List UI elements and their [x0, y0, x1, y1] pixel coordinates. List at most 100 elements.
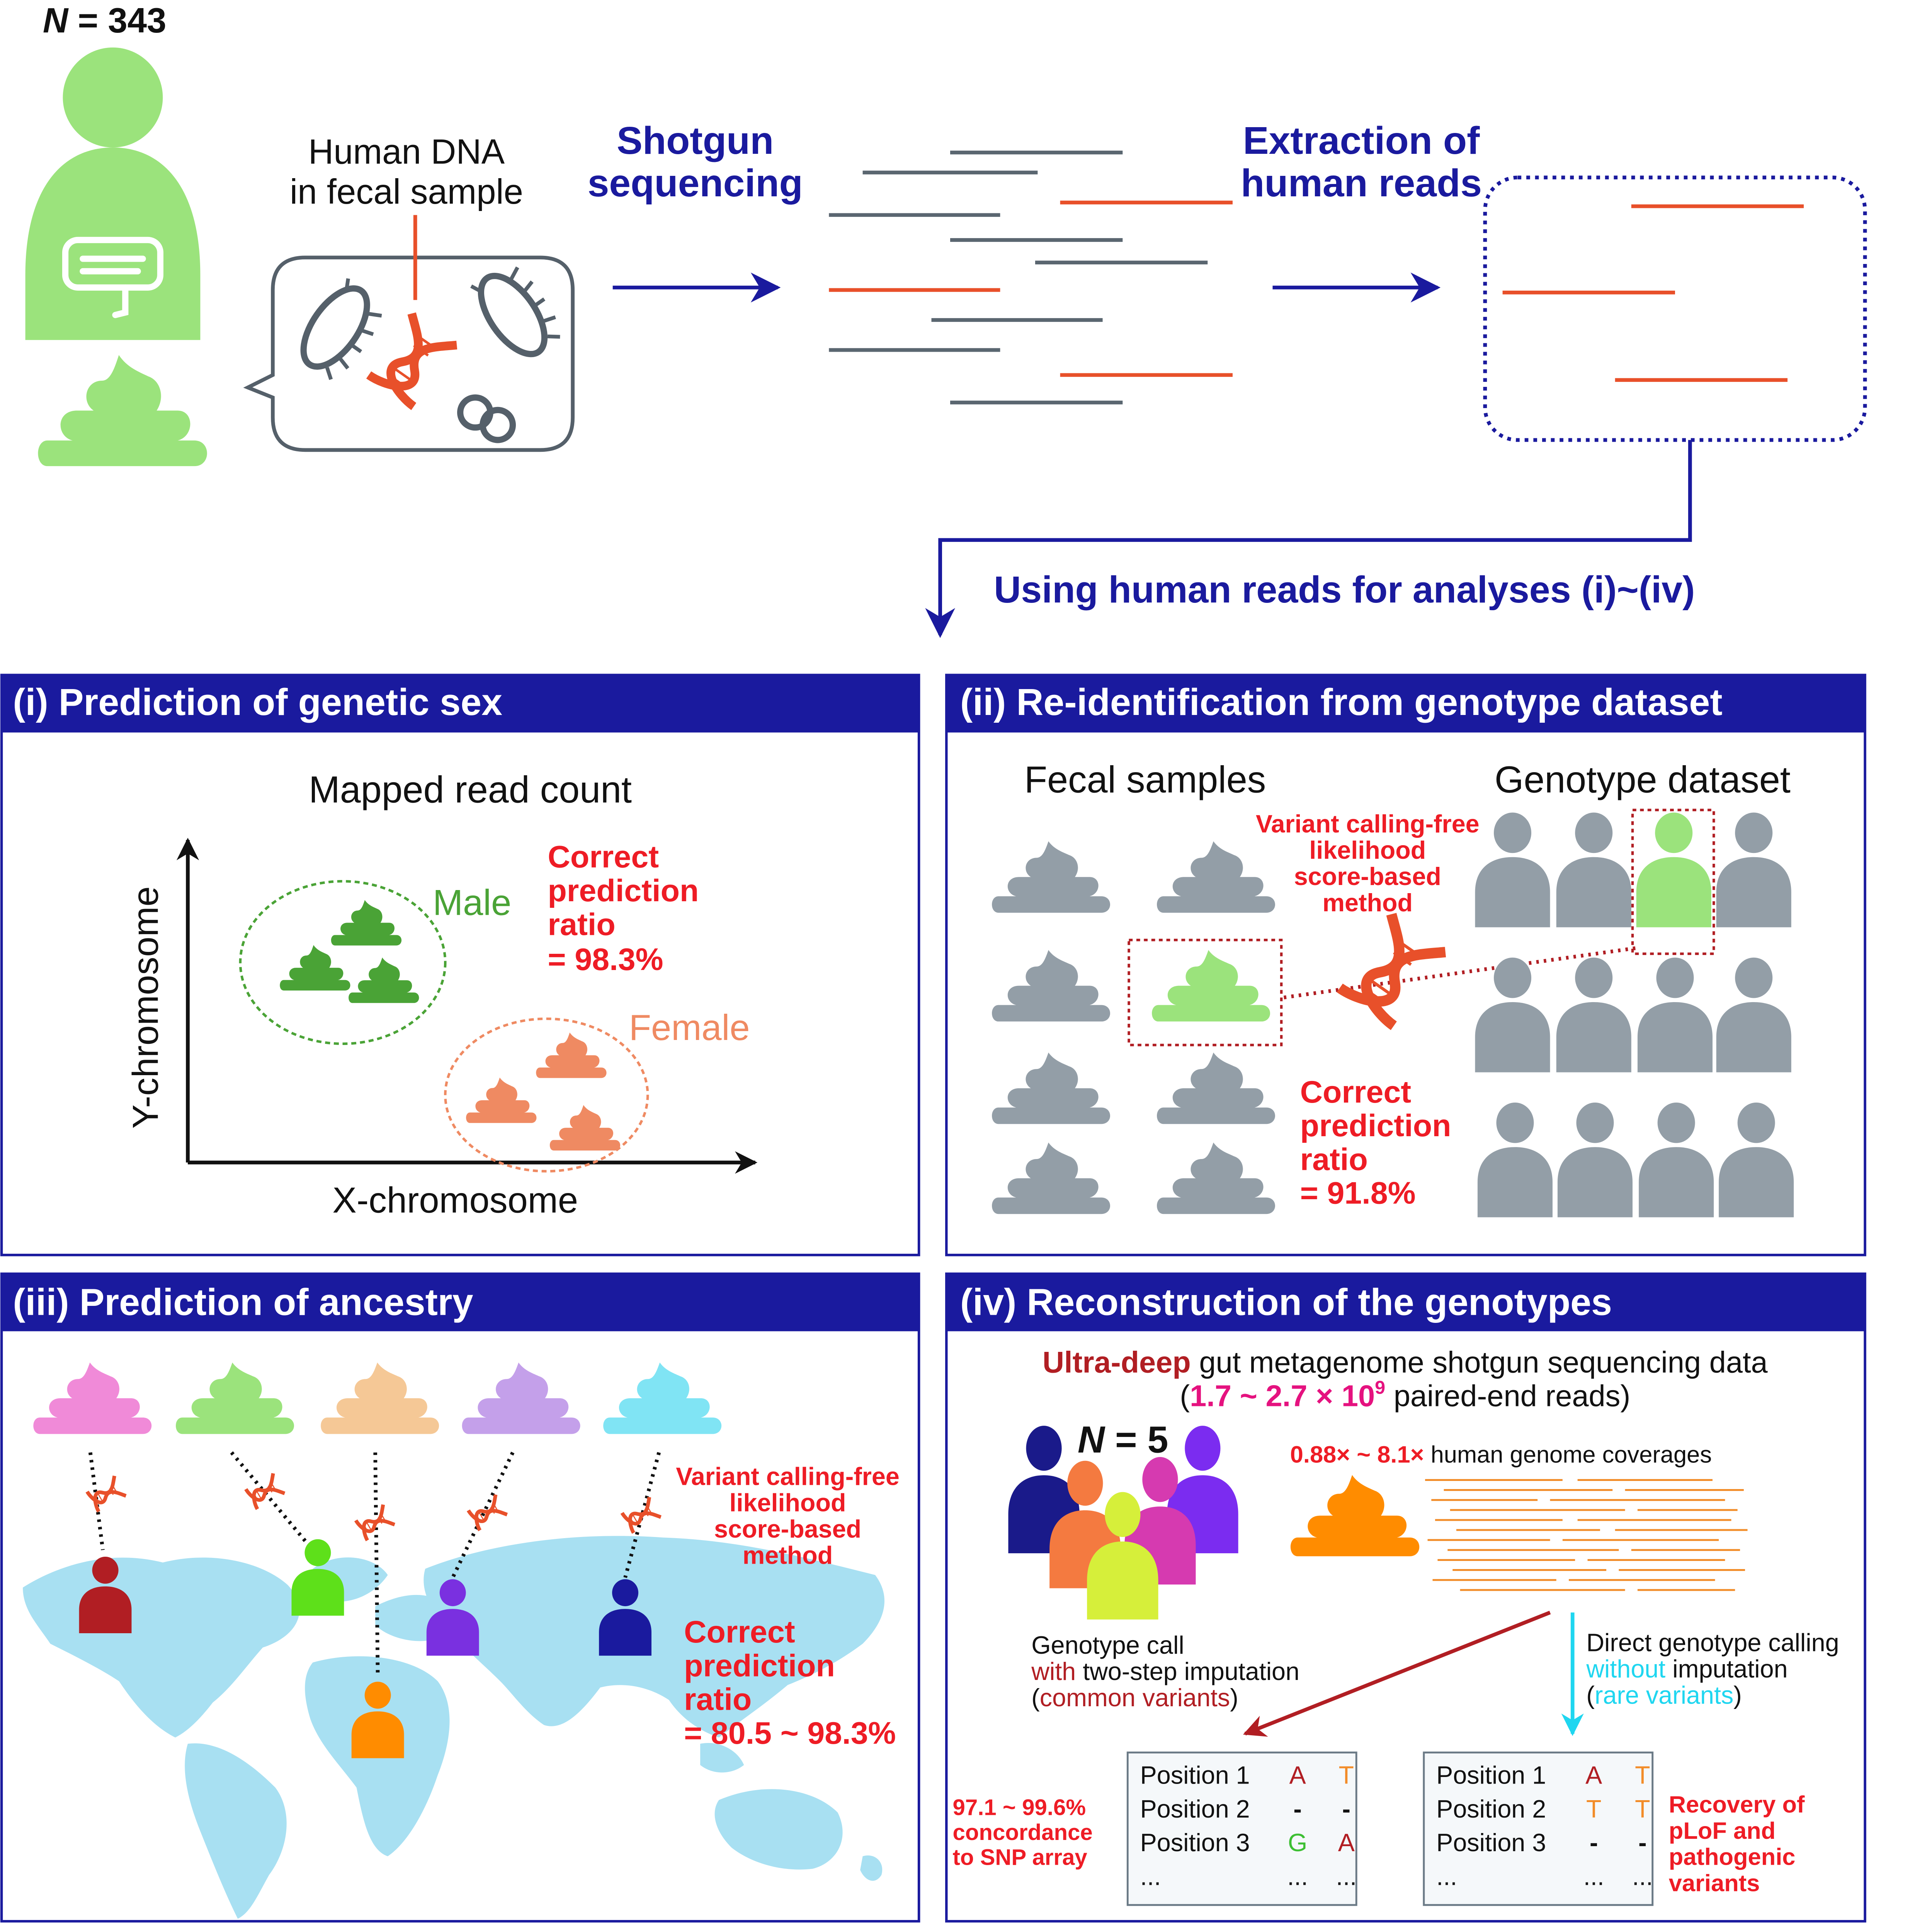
allele-cell: - — [1342, 1795, 1351, 1823]
panel-title: (ii) Re-identification from genotype dat… — [960, 681, 1723, 723]
genotype-dataset-label: Genotype dataset — [1495, 759, 1791, 801]
allele-cell: - — [1638, 1828, 1647, 1857]
panel-reidentification: (ii) Re-identification from genotype dat… — [945, 674, 1866, 1256]
coverage-reads — [1425, 1479, 1748, 1591]
table-row-label: Position 3 — [1140, 1828, 1250, 1857]
allele-cell: A — [1289, 1761, 1306, 1789]
allele-cell: ... — [1287, 1862, 1308, 1890]
allele-cell: G — [1288, 1828, 1307, 1857]
read-count: (1.7 ~ 2.7 × 109 paired-end reads) — [1180, 1377, 1630, 1413]
svg-text:pLoF and: pLoF and — [1669, 1818, 1776, 1844]
svg-text:= 91.8%: = 91.8% — [1300, 1176, 1416, 1211]
chart-title: Mapped read count — [309, 768, 632, 810]
imputation-arrow — [1243, 1610, 1551, 1737]
svg-text:to SNP array: to SNP array — [952, 1845, 1087, 1870]
svg-text:Correct: Correct — [684, 1615, 795, 1649]
svg-text:method: method — [743, 1541, 833, 1569]
panel-genotype-reconstruction: (iv) Reconstruction of the genotypes Ult… — [945, 1272, 1866, 1923]
table-row-label: Position 3 — [1436, 1828, 1546, 1857]
allele-cell: ... — [1583, 1862, 1604, 1890]
sequencing-reads — [829, 150, 1233, 405]
imputed-genotype-rows: Position 1 A T Position 2 - - Position 3 G A....… — [1140, 1761, 1357, 1891]
cohort-size-label: N = 343 — [43, 1, 167, 40]
ancestry-links — [88, 1451, 661, 1675]
table-row-label: Position 2 — [1140, 1795, 1250, 1823]
svg-text:prediction: prediction — [1300, 1108, 1451, 1143]
panel-header-bar — [946, 675, 1865, 733]
imputation-description: Genotype call with two-step imputation (… — [1031, 1631, 1299, 1712]
table-row-label: Position 1 — [1140, 1761, 1250, 1789]
panel-header-bar — [2, 1273, 919, 1331]
method-label: Variant calling-free likelihood score-ba… — [1256, 810, 1480, 917]
table-row-label: ... — [1140, 1862, 1161, 1890]
allele-cell: A — [1338, 1828, 1355, 1857]
svg-text:with two-step imputation: with two-step imputation — [1031, 1657, 1299, 1685]
svg-text:likelihood: likelihood — [1309, 836, 1426, 864]
svg-text:(common variants): (common variants) — [1031, 1683, 1238, 1712]
allele-cell: ... — [1336, 1862, 1357, 1890]
allele-cell: T — [1635, 1761, 1650, 1789]
human-silhouette-icon — [25, 47, 201, 340]
fecal-sample-label: in fecal sample — [290, 172, 523, 211]
svg-text:Variant calling-free: Variant calling-free — [676, 1462, 900, 1490]
participant-count: N = 5 — [1078, 1418, 1168, 1460]
intestine-icon — [62, 237, 163, 318]
svg-text:Variant calling-free: Variant calling-free — [1256, 810, 1480, 838]
extraction-label: Extraction of — [1243, 119, 1480, 162]
data-description: Ultra-deep gut metagenome shotgun sequen… — [1043, 1346, 1768, 1379]
panel-header-bar — [2, 675, 919, 733]
allele-cell: A — [1585, 1761, 1602, 1789]
svg-text:method: method — [1323, 888, 1413, 917]
method-label: Variant calling-free likelihood score-ba… — [676, 1462, 900, 1569]
svg-text:Recovery of: Recovery of — [1669, 1791, 1805, 1818]
svg-text:Direct genotype calling: Direct genotype calling — [1586, 1629, 1839, 1657]
direct-genotype-table — [1423, 1751, 1654, 1906]
x-axis-label: X-chromosome — [332, 1180, 578, 1220]
coverage-label: 0.88× ~ 8.1× human genome coverages — [1290, 1441, 1712, 1468]
svg-text:= 80.5 ~ 98.3%: = 80.5 ~ 98.3% — [684, 1716, 896, 1751]
panel-header-bar — [946, 1273, 1865, 1331]
svg-text:Correct: Correct — [548, 840, 659, 875]
prediction-ratio: Correct prediction ratio = 91.8% — [1300, 1075, 1451, 1211]
allele-cell: ... — [1632, 1862, 1653, 1890]
female-label: Female — [629, 1007, 750, 1048]
allele-cell: T — [1339, 1761, 1354, 1789]
matched-sample-box — [1128, 939, 1283, 1047]
human-reads-label: human reads — [1241, 162, 1482, 205]
sequencing-label: sequencing — [588, 162, 803, 205]
recovery-label: Recovery of pLoF and pathogenic variants — [1669, 1791, 1805, 1897]
male-label: Male — [433, 882, 511, 923]
svg-text:prediction: prediction — [548, 873, 699, 908]
allele-cell: - — [1293, 1795, 1302, 1823]
svg-text:likelihood: likelihood — [730, 1488, 846, 1517]
header-section: N = 343 Human DNA in fecal sample Shotgu… — [25, 1, 1867, 638]
female-cluster — [444, 1017, 649, 1173]
cocci-icon — [457, 394, 516, 443]
panel-title: (iv) Reconstruction of the genotypes — [960, 1281, 1612, 1323]
allele-cell: T — [1586, 1795, 1602, 1823]
allele-cell: T — [1635, 1795, 1650, 1823]
svg-text:prediction: prediction — [684, 1648, 835, 1683]
svg-text:Correct: Correct — [1300, 1075, 1412, 1110]
svg-text:(rare variants): (rare variants) — [1586, 1681, 1742, 1709]
panel-genetic-sex: (i) Prediction of genetic sex Mapped rea… — [0, 674, 920, 1256]
using-human-reads-label: Using human reads for analyses (i)~(iv) — [994, 568, 1695, 611]
panel-title: (iii) Prediction of ancestry — [13, 1281, 473, 1323]
stool-icon — [38, 355, 207, 466]
svg-text:concordance: concordance — [952, 1820, 1092, 1845]
table-row-label: Position 1 — [1436, 1761, 1546, 1789]
fecal-samples-label: Fecal samples — [1024, 759, 1266, 801]
svg-text:ratio: ratio — [548, 907, 616, 942]
panel-ancestry: (iii) Prediction of ancestry — [0, 1272, 920, 1923]
matched-person-box — [1631, 808, 1715, 955]
svg-text:ratio: ratio — [684, 1682, 752, 1717]
table-row-label: ... — [1436, 1862, 1457, 1890]
svg-text:score-based: score-based — [714, 1515, 861, 1543]
direct-calling-description: Direct genotype calling without imputati… — [1586, 1629, 1839, 1709]
svg-text:ratio: ratio — [1300, 1142, 1368, 1177]
svg-text:= 98.3%: = 98.3% — [548, 942, 663, 977]
shotgun-label: Shotgun — [617, 119, 774, 162]
human-reads — [1502, 204, 1804, 382]
